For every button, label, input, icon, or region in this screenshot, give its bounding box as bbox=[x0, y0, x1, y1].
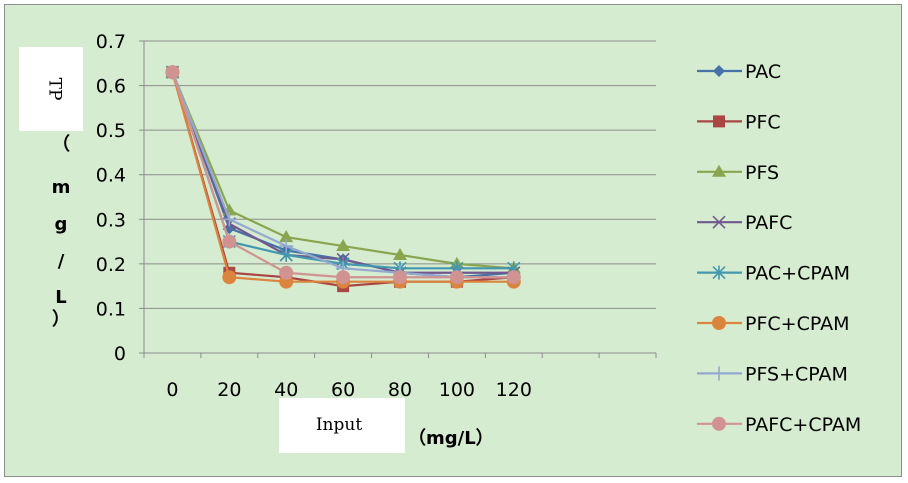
x-tick-label: 100 bbox=[439, 379, 475, 401]
data-point bbox=[393, 270, 407, 285]
legend-label: PAFC bbox=[745, 212, 792, 234]
data-point bbox=[393, 247, 407, 260]
y-label-unit: （ mg / L） bbox=[52, 134, 71, 330]
legend-item-pfs: PFS bbox=[697, 162, 779, 184]
y-tick-label: 0.3 bbox=[96, 209, 126, 231]
y-label-char: ） bbox=[52, 309, 70, 330]
data-point bbox=[279, 265, 294, 280]
data-point bbox=[222, 234, 237, 249]
legend-marker bbox=[712, 164, 726, 177]
y-tick-labels: 0 0.1 0.2 0.3 0.4 0.5 0.6 0.7 bbox=[96, 31, 126, 365]
series-group bbox=[165, 65, 521, 293]
y-tick-label: 0.1 bbox=[96, 298, 126, 320]
x-tick-label: 120 bbox=[496, 379, 532, 401]
data-point bbox=[279, 239, 294, 254]
y-label-char: / bbox=[58, 251, 65, 272]
legend-item-pfc-cpam: PFC+CPAM bbox=[697, 313, 849, 335]
data-point bbox=[222, 270, 237, 285]
legend-label: PAFC+CPAM bbox=[745, 414, 861, 436]
data-point bbox=[336, 239, 351, 252]
x-tick-label: 20 bbox=[217, 379, 241, 401]
legend-label: PFS+CPAM bbox=[745, 363, 848, 385]
legend-marker bbox=[713, 65, 725, 77]
legend-item-pac-cpam: PAC+CPAM bbox=[697, 263, 850, 285]
data-point bbox=[279, 230, 294, 243]
y-tick-label: 0.6 bbox=[96, 76, 126, 98]
x-label-box bbox=[279, 398, 405, 453]
legend-label: PAC bbox=[745, 61, 781, 83]
y-label-char: m bbox=[52, 177, 71, 198]
y-tick-label: 0.7 bbox=[96, 31, 126, 53]
chart-area bbox=[4, 4, 902, 477]
legend-marker bbox=[712, 366, 726, 381]
y-tick-label: 0.2 bbox=[96, 254, 126, 276]
legend-marker bbox=[712, 265, 726, 280]
y-tick-label: 0 bbox=[114, 343, 126, 365]
legend-marker bbox=[713, 115, 725, 128]
x-label-unit: （mg/L） bbox=[408, 428, 494, 449]
y-tick-label: 0.4 bbox=[96, 165, 126, 187]
legend-marker bbox=[712, 416, 726, 431]
legend-item-pafc-cpam: PAFC+CPAM bbox=[697, 414, 861, 436]
legend-item-pafc: PAFC bbox=[697, 212, 792, 234]
y-label-char: L bbox=[55, 287, 66, 308]
legend-item-pac: PAC bbox=[697, 61, 781, 83]
legend-marker bbox=[712, 316, 726, 330]
x-tick-label: 60 bbox=[331, 379, 355, 401]
data-point bbox=[165, 65, 180, 80]
data-point bbox=[506, 270, 521, 285]
legend-label: PFC bbox=[745, 111, 781, 133]
x-tick-labels: 0 20 40 60 80 100 120 bbox=[166, 379, 532, 401]
gridlines bbox=[144, 40, 656, 309]
x-tick-label: 40 bbox=[274, 379, 298, 401]
data-point bbox=[222, 212, 237, 227]
legend-label: PFS bbox=[745, 162, 779, 184]
y-label-tp: TP bbox=[45, 78, 65, 101]
legend-label: PFC+CPAM bbox=[745, 313, 849, 335]
legend-marker bbox=[712, 215, 726, 229]
data-point bbox=[336, 270, 351, 285]
legend-item-pfs-cpam: PFS+CPAM bbox=[697, 363, 848, 385]
axes bbox=[139, 40, 657, 358]
legend-item-pfc: PFC bbox=[697, 111, 781, 133]
data-point bbox=[449, 270, 464, 285]
x-tick-label: 0 bbox=[166, 379, 178, 401]
x-tick-label: 80 bbox=[388, 379, 412, 401]
legend-label: PAC+CPAM bbox=[745, 263, 850, 285]
y-label-char: g bbox=[55, 214, 68, 235]
y-label-char: （ bbox=[52, 134, 70, 155]
legend: PAC PFC PFS PAFC PAC+CPAM PFC+CPAM PFS+CPAM PAF… bbox=[697, 61, 861, 436]
x-label-input: Input bbox=[316, 415, 362, 435]
y-label-box bbox=[19, 47, 83, 131]
y-tick-label: 0.5 bbox=[96, 120, 126, 142]
series-pafc-cpam bbox=[165, 65, 521, 285]
